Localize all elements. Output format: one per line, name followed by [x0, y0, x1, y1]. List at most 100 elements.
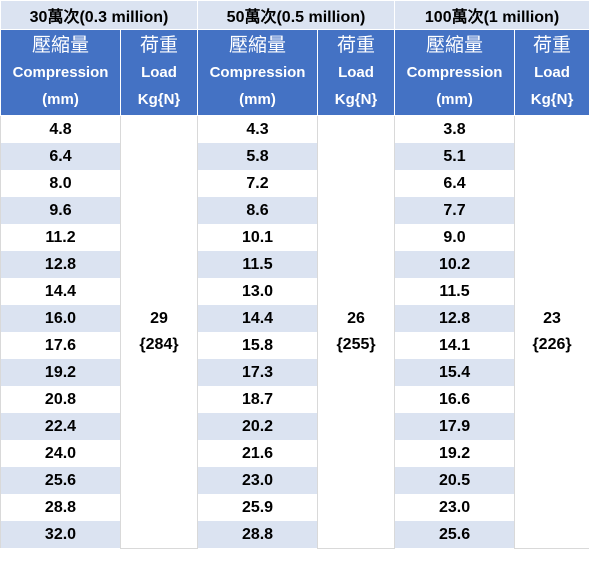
compression-value: 10.2	[394, 251, 516, 278]
compression-value: 5.1	[394, 143, 516, 170]
table-row: 12.8 11.5 10.2	[0, 251, 589, 278]
compression-value: 21.6	[197, 440, 319, 467]
compression-value: 5.8	[197, 143, 319, 170]
compression-value: 8.6	[197, 197, 319, 224]
table-row: 28.8 25.9 23.0	[0, 494, 589, 521]
compression-value: 17.9	[394, 413, 516, 440]
compression-header-2: 壓縮量 Compression (mm)	[394, 29, 516, 116]
compression-label-en: Compression	[406, 64, 503, 81]
compression-value: 19.2	[0, 359, 121, 386]
compression-value: 9.6	[0, 197, 121, 224]
compression-label-en: Compression	[12, 64, 109, 81]
compression-value: 28.8	[197, 521, 319, 548]
load-unit: Kg{N}	[334, 91, 378, 108]
compression-value: 11.5	[394, 278, 516, 305]
load-value-cell: 29 {284}	[119, 115, 199, 549]
table-row: 22.4 20.2 17.9	[0, 413, 589, 440]
group-title-2: 100萬次(1 million)	[394, 0, 589, 30]
load-value-cell: 23 {226}	[514, 115, 589, 549]
compression-value: 23.0	[394, 494, 516, 521]
compression-label-zh: 壓縮量	[229, 35, 287, 56]
compression-value: 28.8	[0, 494, 121, 521]
load-label-zh: 荷重	[337, 35, 376, 56]
compression-value: 6.4	[0, 143, 121, 170]
load-unit: Kg{N}	[530, 91, 574, 108]
compression-value: 24.0	[0, 440, 121, 467]
load-newton: {284}	[139, 335, 179, 353]
compression-unit: (mm)	[239, 91, 276, 108]
load-header-1: 荷重 Load Kg{N}	[317, 29, 396, 116]
load-header-0: 荷重 Load Kg{N}	[119, 29, 199, 116]
compression-value: 14.4	[0, 278, 121, 305]
compression-value: 16.0	[0, 305, 121, 332]
load-label-en: Load	[141, 64, 177, 81]
compression-value: 12.8	[0, 251, 121, 278]
load-label-en: Load	[338, 64, 374, 81]
table-row: 4.8 29 {284} 4.3 26 {255} 3.8 23 {226}	[0, 115, 589, 549]
compression-value: 15.8	[197, 332, 319, 359]
load-unit: Kg{N}	[137, 91, 181, 108]
table-row: 11.2 10.1 9.0	[0, 224, 589, 251]
table-row: 6.4 5.8 5.1	[0, 143, 589, 170]
group-title-0: 30萬次(0.3 million)	[0, 0, 199, 30]
compression-label-zh: 壓縮量	[426, 35, 484, 56]
compression-value: 9.0	[394, 224, 516, 251]
compression-value: 14.1	[394, 332, 516, 359]
group-header-row: 30萬次(0.3 million) 50萬次(0.5 million) 100萬…	[0, 0, 589, 30]
compression-value: 17.3	[197, 359, 319, 386]
compression-header-1: 壓縮量 Compression (mm)	[197, 29, 319, 116]
load-kg: 26	[347, 309, 365, 327]
table-row: 8.0 7.2 6.4	[0, 170, 589, 197]
compression-value: 3.8	[394, 115, 516, 143]
load-label-zh: 荷重	[533, 35, 572, 56]
column-header-row: 壓縮量 Compression (mm) 荷重 Load Kg{N} 壓縮量 C…	[0, 29, 589, 116]
compression-value: 20.5	[394, 467, 516, 494]
table-row: 14.4 13.0 11.5	[0, 278, 589, 305]
compression-load-table: 30萬次(0.3 million) 50萬次(0.5 million) 100萬…	[0, 0, 589, 549]
compression-unit: (mm)	[436, 91, 473, 108]
load-header-2: 荷重 Load Kg{N}	[514, 29, 589, 116]
load-kg: 29	[150, 309, 168, 327]
compression-value: 25.6	[0, 467, 121, 494]
compression-value: 11.5	[197, 251, 319, 278]
compression-value: 16.6	[394, 386, 516, 413]
table-row: 20.8 18.7 16.6	[0, 386, 589, 413]
load-value-cell: 26 {255}	[317, 115, 396, 549]
table-row: 24.0 21.6 19.2	[0, 440, 589, 467]
load-label-zh: 荷重	[140, 35, 179, 56]
table-row: 16.0 14.4 12.8	[0, 305, 589, 332]
table-row: 17.6 15.8 14.1	[0, 332, 589, 359]
compression-value: 18.7	[197, 386, 319, 413]
compression-value: 6.4	[394, 170, 516, 197]
table-row: 25.6 23.0 20.5	[0, 467, 589, 494]
compression-value: 25.6	[394, 521, 516, 548]
compression-label-en: Compression	[209, 64, 306, 81]
compression-value: 23.0	[197, 467, 319, 494]
compression-value: 4.8	[0, 115, 121, 143]
compression-value: 4.3	[197, 115, 319, 143]
table-row: 32.0 28.8 25.6	[0, 521, 589, 548]
compression-value: 7.2	[197, 170, 319, 197]
compression-unit: (mm)	[42, 91, 79, 108]
table-row: 9.6 8.6 7.7	[0, 197, 589, 224]
table-body: 4.8 29 {284} 4.3 26 {255} 3.8 23 {226} 6.4 5.8 5.1 8…	[0, 115, 589, 549]
compression-value: 14.4	[197, 305, 319, 332]
compression-value: 7.7	[394, 197, 516, 224]
compression-value: 20.8	[0, 386, 121, 413]
load-newton: {255}	[336, 335, 376, 353]
load-label-en: Load	[534, 64, 570, 81]
compression-value: 25.9	[197, 494, 319, 521]
compression-header-0: 壓縮量 Compression (mm)	[0, 29, 121, 116]
compression-value: 12.8	[394, 305, 516, 332]
load-newton: {226}	[532, 335, 572, 353]
compression-value: 22.4	[0, 413, 121, 440]
load-kg: 23	[543, 309, 561, 327]
compression-value: 11.2	[0, 224, 121, 251]
compression-label-zh: 壓縮量	[31, 35, 89, 56]
compression-value: 10.1	[197, 224, 319, 251]
compression-value: 8.0	[0, 170, 121, 197]
group-title-1: 50萬次(0.5 million)	[197, 0, 396, 30]
compression-value: 15.4	[394, 359, 516, 386]
compression-value: 20.2	[197, 413, 319, 440]
compression-value: 13.0	[197, 278, 319, 305]
